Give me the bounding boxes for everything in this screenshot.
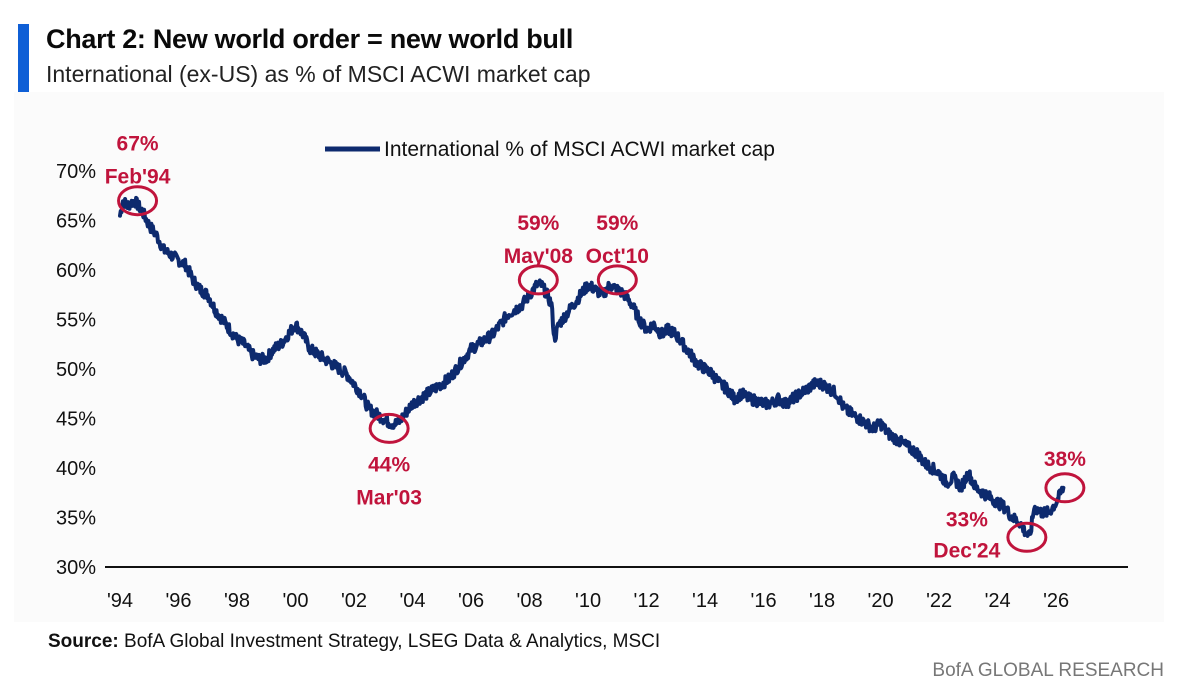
- annotation-circle: [368, 412, 410, 444]
- y-tick-label: 35%: [56, 508, 96, 530]
- y-tick-label: 65%: [56, 211, 96, 233]
- y-tick-label: 45%: [56, 409, 96, 431]
- x-tick-label: '00: [282, 590, 308, 612]
- y-tick-label: 50%: [56, 359, 96, 381]
- x-tick-label: '14: [692, 590, 718, 612]
- x-tick-label: '20: [868, 590, 894, 612]
- series-layer: [118, 195, 1066, 538]
- x-tick-label: '26: [1043, 590, 1069, 612]
- x-axis: '94 '96 '98 '00 '02 '04 '06 '08 '10 '12 '14 '16 '18 '…: [107, 590, 1069, 612]
- annotation-value-label: 67%: [117, 133, 159, 156]
- x-tick-label: '06: [458, 590, 484, 612]
- annotation-date-label: Oct'10: [586, 245, 649, 268]
- chart-panel: [14, 92, 1164, 622]
- annotation-date-label: May'08: [504, 245, 574, 268]
- annotation-date-label: Dec'24: [933, 539, 1000, 562]
- source-note: Source: BofA Global Investment Strategy,…: [48, 631, 660, 653]
- y-tick-label: 55%: [56, 310, 96, 332]
- x-tick-label: '22: [926, 590, 952, 612]
- annotation-value-label: 59%: [517, 212, 559, 235]
- legend-label: International % of MSCI ACWI market cap: [384, 138, 775, 161]
- y-tick-label: 30%: [56, 557, 96, 579]
- annotation-date-label: Feb'94: [105, 166, 171, 189]
- annotation-value-label: 44%: [368, 453, 410, 476]
- x-tick-label: '02: [341, 590, 367, 612]
- x-tick-label: '04: [399, 590, 425, 612]
- y-tick-label: 70%: [56, 161, 96, 183]
- y-tick-label: 60%: [56, 260, 96, 282]
- annotation-circle: [117, 185, 159, 217]
- title-accent-bar: [18, 24, 29, 92]
- annotation-circle: [517, 264, 559, 296]
- x-tick-label: '24: [985, 590, 1011, 612]
- x-tick-label: '98: [224, 590, 250, 612]
- x-tick-label: '18: [809, 590, 835, 612]
- annotation-value-label: 59%: [596, 212, 638, 235]
- x-tick-label: '16: [751, 590, 777, 612]
- y-tick-label: 40%: [56, 458, 96, 480]
- chart-title: Chart 2: New world order = new world bul…: [46, 24, 574, 54]
- x-tick-label: '12: [634, 590, 660, 612]
- annotation-circle: [1006, 521, 1048, 553]
- y-axis: 30% 35% 40% 45% 50% 55% 60% 65% 70%: [56, 161, 96, 579]
- source-text: BofA Global Investment Strategy, LSEG Da…: [124, 631, 661, 652]
- series-line-international: [118, 195, 1066, 538]
- x-tick-label: '10: [575, 590, 601, 612]
- annotation-value-label: 33%: [946, 508, 988, 531]
- brand-footer: BofA GLOBAL RESEARCH: [932, 660, 1164, 681]
- x-tick-label: '96: [165, 590, 191, 612]
- annotation-circle: [1044, 472, 1086, 504]
- x-tick-label: '94: [107, 590, 133, 612]
- x-tick-label: '08: [517, 590, 543, 612]
- annotation-date-label: Mar'03: [356, 486, 422, 509]
- legend: International % of MSCI ACWI market cap: [325, 138, 775, 161]
- annotation-layer: 67% Feb'94 44% Mar'03 59% May'08 59% Oct'10 33% D…: [105, 133, 1087, 563]
- source-label: Source:: [48, 631, 119, 652]
- annotation-circle: [596, 264, 638, 296]
- annotation-value-label: 38%: [1044, 448, 1086, 471]
- chart-subtitle: International (ex-US) as % of MSCI ACWI …: [46, 61, 591, 87]
